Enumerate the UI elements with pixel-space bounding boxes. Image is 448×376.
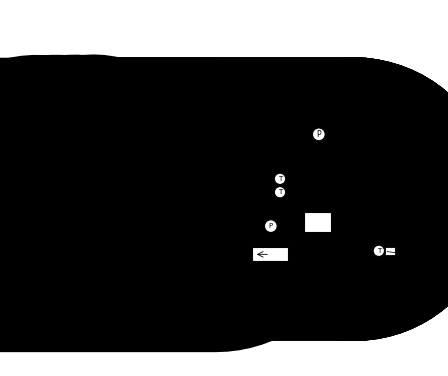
Bar [304, 212, 331, 232]
Text: 6: 6 [195, 162, 202, 172]
Bar [238, 115, 274, 145]
Circle shape [274, 173, 286, 185]
Bar [231, 175, 356, 203]
Text: P: P [269, 223, 273, 229]
Bar [231, 161, 356, 174]
Circle shape [274, 186, 286, 198]
Text: 18: 18 [321, 297, 335, 307]
Bar [236, 70, 351, 160]
Text: 1: 1 [204, 101, 211, 111]
Bar [227, 205, 360, 284]
Bar [227, 275, 360, 284]
Text: T: T [377, 248, 381, 254]
Text: 16: 16 [386, 268, 400, 278]
Circle shape [373, 245, 384, 256]
Text: P: P [317, 130, 321, 139]
Bar [351, 205, 360, 284]
Text: 5: 5 [393, 248, 400, 258]
Text: 9: 9 [382, 92, 389, 103]
Bar [227, 205, 360, 214]
Bar [250, 101, 321, 110]
Text: 17: 17 [382, 297, 396, 307]
Text: 3: 3 [190, 207, 197, 217]
Text: 7: 7 [195, 248, 202, 258]
Bar [227, 205, 236, 284]
Circle shape [264, 220, 277, 232]
Bar [385, 247, 395, 255]
Text: 4: 4 [190, 227, 197, 237]
Text: 15: 15 [378, 133, 392, 144]
Bar [252, 247, 289, 261]
Bar [231, 64, 356, 290]
Bar [238, 211, 349, 278]
Text: 8: 8 [382, 80, 389, 90]
Bar [361, 167, 421, 227]
Text: T: T [278, 189, 282, 195]
Text: 11: 11 [378, 121, 392, 131]
Text: 12: 12 [300, 297, 314, 307]
Bar [269, 59, 312, 67]
Bar [142, 175, 213, 228]
Text: 14: 14 [192, 297, 206, 307]
Text: 10: 10 [378, 105, 392, 115]
Text: 2: 2 [192, 129, 199, 139]
Text: T: T [278, 176, 282, 182]
Circle shape [313, 128, 325, 141]
Text: 13: 13 [281, 297, 296, 307]
